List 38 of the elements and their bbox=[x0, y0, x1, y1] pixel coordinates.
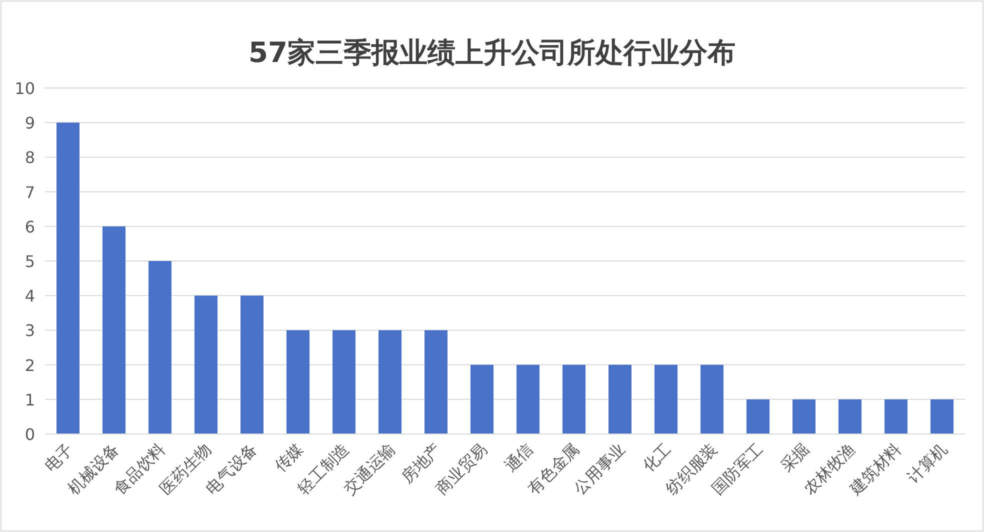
bar bbox=[838, 399, 862, 434]
x-tick-label: 计算机 bbox=[903, 439, 951, 487]
x-tick-label: 化工 bbox=[638, 439, 675, 476]
bar bbox=[148, 261, 172, 434]
y-tick-label: 8 bbox=[24, 148, 35, 168]
bar bbox=[608, 364, 632, 434]
y-tick-label: 4 bbox=[24, 286, 35, 306]
bar bbox=[700, 364, 724, 434]
bar bbox=[930, 399, 954, 434]
y-tick-label: 7 bbox=[24, 182, 35, 202]
bar bbox=[240, 296, 264, 434]
x-tick-label: 电子 bbox=[40, 439, 77, 476]
bar bbox=[562, 364, 586, 434]
chart-title: 57家三季报业绩上升公司所处行业分布 bbox=[248, 36, 736, 69]
x-tick-label: 传媒 bbox=[270, 439, 307, 476]
y-tick-label: 6 bbox=[24, 217, 35, 236]
bar bbox=[378, 330, 402, 434]
bar bbox=[424, 330, 448, 434]
x-tick-label: 通信 bbox=[500, 439, 537, 476]
bar bbox=[194, 296, 218, 434]
y-tick-label: 10 bbox=[14, 79, 35, 98]
y-tick-label: 9 bbox=[24, 114, 35, 133]
bar bbox=[746, 399, 770, 434]
x-tick-label: 采掘 bbox=[776, 439, 813, 476]
bar bbox=[470, 364, 494, 434]
bar bbox=[654, 364, 678, 434]
bar bbox=[516, 364, 540, 434]
bar bbox=[792, 399, 816, 434]
y-tick-label: 0 bbox=[24, 425, 35, 444]
bar bbox=[286, 330, 310, 434]
bar bbox=[884, 399, 908, 434]
y-tick-label: 2 bbox=[24, 356, 35, 375]
bar bbox=[332, 330, 356, 434]
bar bbox=[56, 122, 80, 434]
y-tick-label: 3 bbox=[24, 321, 35, 340]
bar bbox=[102, 226, 126, 434]
y-tick-label: 5 bbox=[24, 252, 35, 271]
y-tick-label: 1 bbox=[24, 390, 35, 410]
